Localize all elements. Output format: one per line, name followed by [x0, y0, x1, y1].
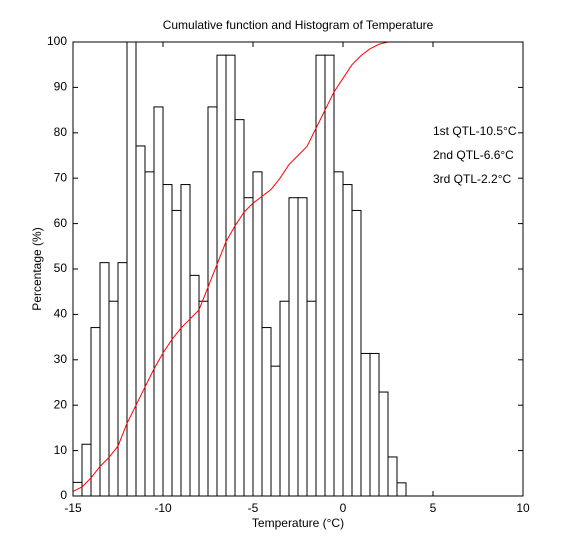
x-tick-label: 10: [516, 501, 530, 515]
chart-title: Cumulative function and Histogram of Tem…: [163, 18, 434, 32]
annotation: 3rd QTL-2.2°C: [433, 172, 511, 186]
x-tick-label: 0: [340, 501, 347, 515]
annotation: 1st QTL-10.5°C: [433, 124, 517, 138]
y-tick-label: 30: [54, 352, 68, 366]
x-tick-label: -15: [64, 501, 82, 515]
y-tick-label: 20: [54, 397, 68, 411]
annotation: 2nd QTL-6.6°C: [433, 148, 514, 162]
y-tick-label: 60: [54, 216, 68, 230]
y-tick-label: 0: [60, 488, 67, 502]
x-tick-label: 5: [430, 501, 437, 515]
y-tick-label: 90: [54, 80, 68, 94]
x-tick-label: -10: [154, 501, 172, 515]
x-axis-label: Temperature (°C): [252, 516, 344, 530]
x-tick-label: -5: [248, 501, 259, 515]
y-tick-label: 100: [47, 34, 67, 48]
y-tick-label: 80: [54, 125, 68, 139]
y-tick-label: 70: [54, 170, 68, 184]
y-tick-label: 50: [54, 261, 68, 275]
cumulative-line: [72, 41, 523, 492]
y-tick-label: 40: [54, 307, 68, 321]
y-axis-label: Percentage (%): [30, 227, 44, 310]
y-tick-label: 10: [54, 443, 68, 457]
